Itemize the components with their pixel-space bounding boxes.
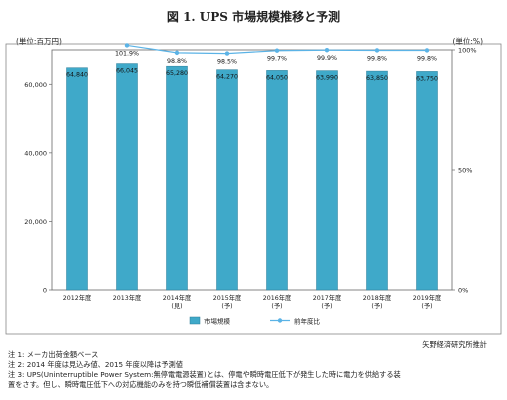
x-tick-label: (見) (171, 302, 182, 310)
right-unit-label: (単位:%) (452, 37, 483, 46)
x-tick-label: 2017年度 (313, 293, 342, 302)
bar-value-label: 66,045 (116, 68, 138, 75)
ratio-value-label: 99.8% (367, 55, 387, 62)
x-tick-label: (予) (371, 302, 382, 310)
legend-bar-label: 市場規模 (204, 317, 231, 326)
x-tick-label: (予) (321, 302, 332, 310)
ratio-value-label: 101.9% (115, 50, 139, 57)
left-tick-label: 20,000 (24, 218, 47, 226)
left-tick-label: 60,000 (24, 81, 47, 89)
bar (166, 65, 188, 291)
bar-value-label: 63,850 (366, 75, 388, 82)
bar (416, 71, 438, 291)
x-tick-label: 2015年度 (213, 293, 242, 302)
ratio-value-label: 99.7% (267, 56, 287, 63)
bar-value-label: 63,750 (416, 75, 438, 82)
bar (266, 70, 288, 291)
x-tick-label: 2012年度 (63, 293, 92, 302)
left-unit-label: (単位:百万円) (16, 37, 62, 46)
x-tick-label: (予) (221, 302, 232, 310)
source-label: 矢野経済研究所推計 (422, 340, 487, 349)
ratio-point (174, 50, 180, 56)
left-tick-label: 0 (43, 287, 47, 295)
ratio-point (274, 48, 280, 53)
x-tick-label: 2019年度 (413, 293, 442, 302)
x-tick-label: 2018年度 (363, 293, 392, 302)
ratio-value-label: 98.8% (167, 58, 187, 65)
bar (116, 63, 138, 291)
x-tick-label: 2016年度 (263, 293, 292, 302)
right-tick-label: 0% (458, 287, 468, 295)
note-2: 注 2: 2014 年度は見込み値、2015 年度以降は予測値 (8, 360, 183, 369)
x-tick-label: 2014年度 (163, 293, 192, 302)
legend-bar-swatch (189, 316, 201, 325)
ratio-value-label: 99.9% (317, 55, 337, 62)
bar (216, 69, 238, 291)
legend-line-marker (277, 318, 283, 323)
ratio-point (424, 48, 430, 53)
x-tick-label: (予) (271, 302, 282, 310)
bar-value-label: 65,280 (166, 70, 188, 77)
right-tick-label: 100% (458, 47, 477, 55)
bar-value-label: 64,050 (266, 74, 288, 81)
bar (366, 70, 388, 291)
bar-value-label: 64,270 (216, 74, 238, 81)
right-tick-label: 50% (458, 167, 472, 175)
ratio-point (124, 43, 130, 48)
ratio-point (224, 51, 230, 56)
chart: 0 20,000 40,000 60,000 0% 50% 100% 64,840 66,045… (5, 43, 502, 335)
ratio-point (324, 48, 330, 53)
chart-frame (5, 43, 502, 335)
ratio-value-label: 99.8% (417, 55, 437, 62)
bar (66, 67, 88, 291)
bar-value-label: 64,840 (66, 72, 88, 79)
ratio-point (374, 48, 380, 53)
bar (316, 70, 338, 291)
note-3-continued: 置をさす。但し、瞬時電圧低下への対応機能のみを持つ瞬低補償装置は含まない。 (8, 380, 274, 389)
left-tick-label: 40,000 (24, 149, 47, 157)
note-3: 注 3: UPS(Uninterruptible Power System:無停… (8, 370, 401, 379)
notes: 注 1: メーカ出荷金額ベース 注 2: 2014 年度は見込み値、2015 年… (8, 350, 500, 390)
legend-line-label: 前年度比 (294, 317, 321, 326)
ratio-value-label: 98.5% (217, 59, 237, 66)
chart-title: 図 1. UPS 市場規模推移と予測 (166, 10, 341, 24)
plot-area (51, 49, 453, 291)
bar-value-label: 63,990 (316, 75, 338, 82)
note-1: 注 1: メーカ出荷金額ベース (8, 350, 99, 359)
x-tick-label: (予) (421, 302, 432, 310)
x-tick-label: 2013年度 (113, 293, 142, 302)
